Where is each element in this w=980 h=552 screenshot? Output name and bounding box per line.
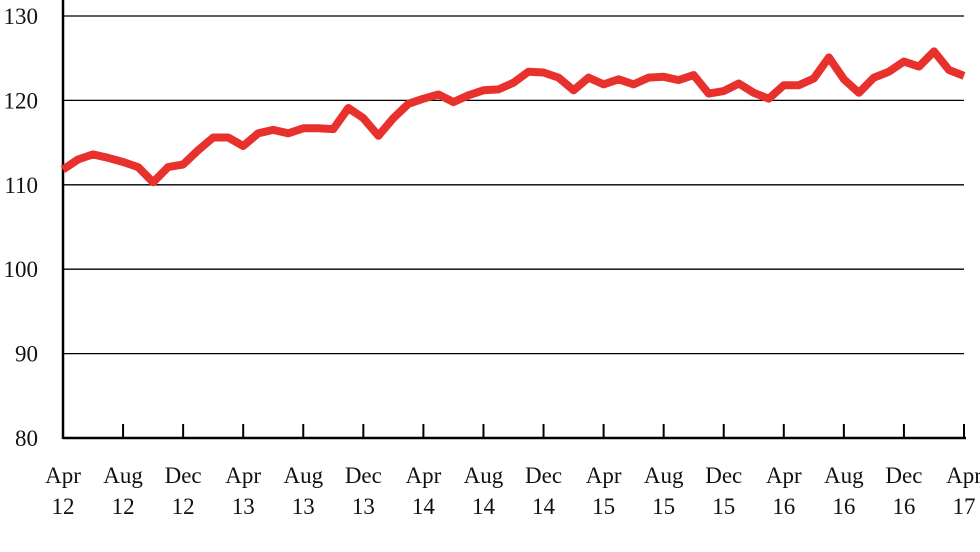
y-tick-label: 110 [4, 173, 38, 198]
x-tick-label: Dec 13 [345, 463, 382, 519]
x-tick-label: Apr 15 [586, 463, 622, 519]
y-tick-label: 130 [4, 4, 39, 29]
y-tick-label: 80 [15, 426, 38, 451]
x-tick-label: Aug 15 [644, 463, 684, 519]
y-tick-label: 120 [4, 88, 39, 113]
x-tick-label: Dec 14 [525, 463, 562, 519]
y-tick-label: 100 [4, 257, 39, 282]
y-tick-label: 90 [15, 342, 38, 367]
x-tick-label: Apr 17 [946, 463, 980, 519]
x-tick-label: Dec 16 [885, 463, 922, 519]
x-tick-label: Apr 13 [225, 463, 261, 519]
x-tick-label: Dec 15 [705, 463, 742, 519]
x-tick-label: Aug 16 [824, 463, 864, 519]
x-tick-label: Apr 12 [45, 463, 81, 519]
x-tick-label: Apr 16 [766, 463, 802, 519]
data-line [60, 47, 966, 187]
x-tick-label: Dec 12 [165, 463, 202, 519]
x-tick-label: Apr 14 [406, 463, 442, 519]
x-tick-label: Aug 14 [464, 463, 504, 519]
x-tick-label: Aug 12 [103, 463, 143, 519]
x-tick-label: Aug 13 [283, 463, 323, 519]
